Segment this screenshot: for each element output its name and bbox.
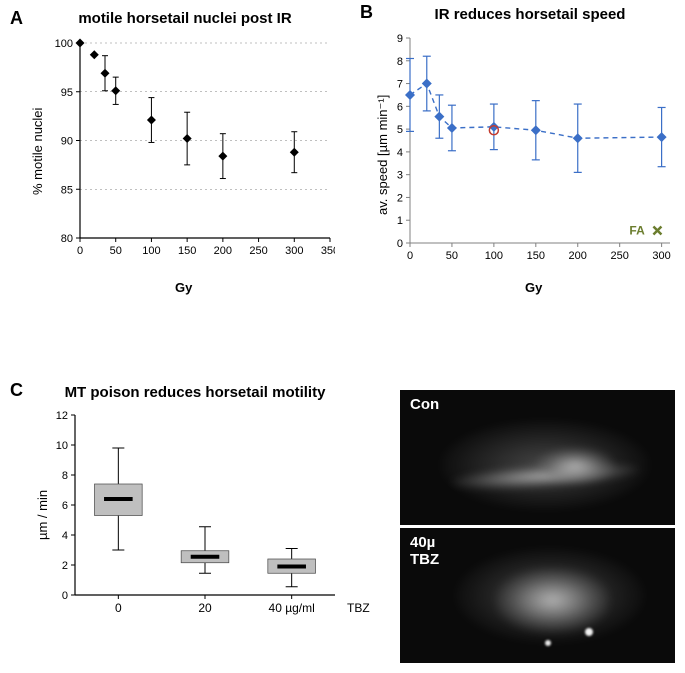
svg-text:250: 250 [610,250,628,262]
panel-c-label: C [10,380,23,401]
svg-text:3: 3 [397,170,403,182]
panel-a-chart: 80 85 90 95 100 0 50 100 150 200 250 300 350 [55,33,335,268]
svg-text:12: 12 [56,410,68,422]
svg-text:2: 2 [62,560,68,572]
svg-text:0: 0 [407,250,413,262]
panel-a-label: A [10,8,23,29]
svg-text:6: 6 [62,500,68,512]
panel-b-title: IR reduces horsetail speed [405,6,655,23]
svg-text:8: 8 [62,470,68,482]
svg-text:100: 100 [142,245,160,257]
svg-text:90: 90 [61,136,73,148]
svg-text:85: 85 [61,184,73,196]
svg-text:1: 1 [397,215,403,227]
svg-text:150: 150 [527,250,545,262]
panel-b-label: B [360,2,373,23]
svg-text:300: 300 [285,245,303,257]
svg-text:6: 6 [397,101,403,113]
svg-text:8: 8 [397,56,403,68]
panel-a-xlabel: Gy [175,280,192,295]
micrograph-tbz: 40µ TBZ [400,528,675,663]
micrograph-con-label: Con [410,396,439,413]
svg-text:100: 100 [485,250,503,262]
svg-text:0: 0 [115,601,122,615]
svg-text:FA: FA [629,223,645,237]
svg-text:0: 0 [397,238,403,250]
svg-text:250: 250 [249,245,267,257]
svg-text:0: 0 [77,245,83,257]
svg-text:4: 4 [397,147,403,159]
panel-b-chart: 0 1 2 3 4 5 6 7 8 9 0 50 100 150 200 250 300 FA [385,28,685,268]
svg-text:200: 200 [214,245,232,257]
svg-text:TBZ: TBZ [347,601,370,615]
panel-a-ylabel: % motile nuclei [30,108,45,195]
svg-text:200: 200 [569,250,587,262]
svg-text:150: 150 [178,245,196,257]
panel-b-xlabel: Gy [525,280,542,295]
svg-text:350: 350 [321,245,335,257]
panel-a-title: motile horsetail nuclei post IR [45,10,325,27]
svg-text:2: 2 [397,192,403,204]
panel-c-title: MT poison reduces horsetail motility [35,384,355,401]
svg-text:0: 0 [62,590,68,602]
svg-text:10: 10 [56,440,68,452]
micrograph-con: Con [400,390,675,525]
svg-text:300: 300 [652,250,670,262]
micrograph-tbz-label: 40µ TBZ [410,534,439,568]
svg-text:95: 95 [61,87,73,99]
svg-text:20: 20 [198,601,212,615]
svg-text:100: 100 [55,38,73,50]
svg-text:5: 5 [397,124,403,136]
svg-text:7: 7 [397,79,403,91]
svg-text:9: 9 [397,33,403,45]
svg-text:50: 50 [110,245,122,257]
svg-text:4: 4 [62,530,68,542]
svg-text:40 µg/ml: 40 µg/ml [269,601,315,615]
svg-text:50: 50 [446,250,458,262]
svg-text:80: 80 [61,233,73,245]
panel-c-chart: 0 2 4 6 8 10 12 0 20 40 µg/ml TBZ [45,405,375,635]
